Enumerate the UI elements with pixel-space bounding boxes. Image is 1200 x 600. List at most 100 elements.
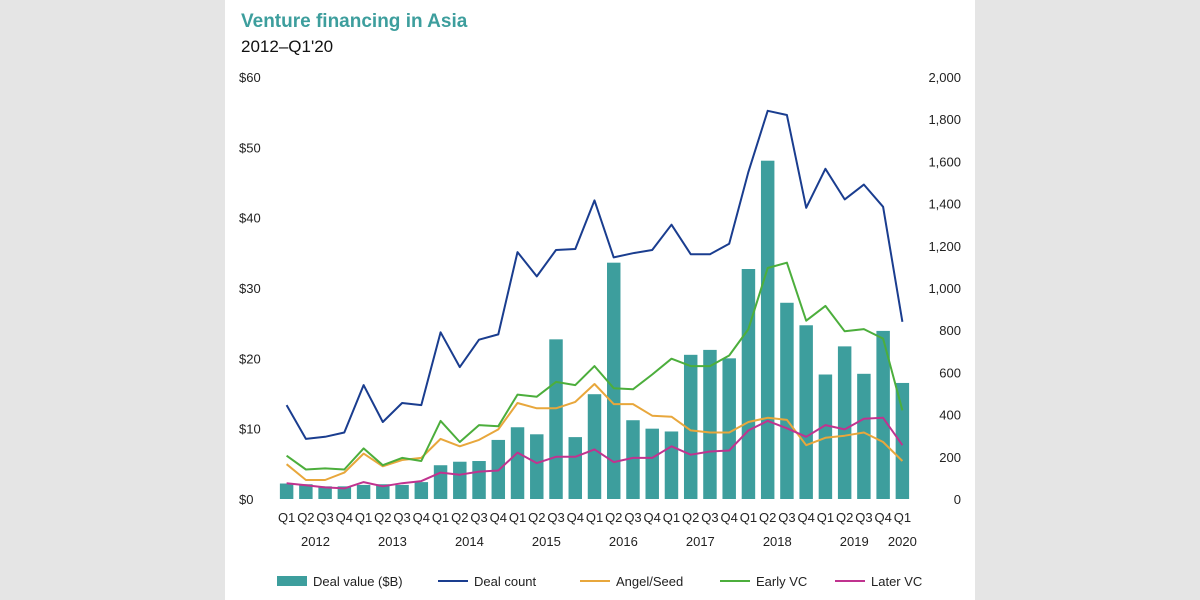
deal-count-line: [285, 109, 904, 440]
right-tick-label: 1,200: [928, 239, 961, 254]
year-label: 2017: [686, 534, 715, 549]
x-tick-label: Q3: [393, 510, 410, 525]
x-axis: Q1 Q2 Q3 Q4 Q1 Q2 Q3 Q4 Q1 Q2 Q3 Q4 Q1 Q2 Q3 Q4 Q1 Q2 Q3 Q4…: [278, 510, 911, 525]
right-tick-label: 800: [939, 323, 961, 338]
legend-label-angel-seed: Angel/Seed: [616, 574, 683, 589]
x-tick-label: Q4: [874, 510, 891, 525]
left-tick-label: $50: [239, 140, 261, 155]
left-tick-label: $20: [239, 351, 261, 366]
deal-value-bar: [760, 160, 775, 500]
deal-value-bar: [530, 434, 544, 499]
right-tick-label: 1,000: [928, 281, 961, 296]
x-tick-label: Q1: [586, 510, 603, 525]
right-tick-label: 400: [939, 408, 961, 423]
x-tick-label: Q3: [470, 510, 487, 525]
deal-value-bar: [337, 486, 352, 499]
x-tick-label: Q1: [894, 510, 911, 525]
year-label: 2020: [888, 534, 917, 549]
line-series: [285, 109, 904, 490]
left-axis: $0 $10 $20 $30 $40 $50 $60: [239, 70, 261, 507]
right-tick-label: 0: [954, 492, 961, 507]
year-label: 2019: [840, 534, 869, 549]
x-tick-label: Q3: [547, 510, 564, 525]
early-vc-line: [286, 261, 904, 471]
deal-value-bar: [433, 465, 448, 499]
deal-value-bar: [279, 483, 294, 499]
deal-value-bar: [799, 325, 813, 499]
left-tick-label: $40: [239, 211, 261, 226]
deal-value-bar: [549, 339, 563, 499]
x-tick-label: Q4: [336, 510, 353, 525]
x-tick-label: Q2: [836, 510, 853, 525]
year-label: 2016: [609, 534, 638, 549]
left-tick-label: $30: [239, 281, 261, 296]
year-label: 2014: [455, 534, 484, 549]
left-tick-label: $0: [239, 492, 253, 507]
x-tick-label: Q4: [721, 510, 738, 525]
year-label: 2012: [301, 534, 330, 549]
deal-value-bar: [472, 461, 486, 499]
right-tick-label: 2,000: [928, 70, 961, 85]
x-tick-label: Q3: [316, 510, 333, 525]
x-tick-label: Q3: [624, 510, 641, 525]
x-tick-label: Q1: [817, 510, 834, 525]
chart-title: Venture financing in Asia: [241, 11, 468, 32]
legend-label-early-vc: Early VC: [756, 574, 807, 589]
x-tick-label: Q2: [451, 510, 468, 525]
x-tick-label: Q4: [490, 510, 507, 525]
right-tick-label: 1,600: [928, 154, 961, 169]
year-label: 2013: [378, 534, 407, 549]
deal-value-bar: [453, 461, 467, 499]
legend-label-deal-count: Deal count: [474, 574, 537, 589]
x-tick-label: Q2: [605, 510, 622, 525]
x-tick-label: Q1: [740, 510, 757, 525]
angel-seed-line: [285, 383, 904, 481]
right-axis: 0 200 400 600 800 1,000 1,200 1,400 1,600 1,800 2,…: [928, 70, 961, 507]
deal-value-bar: [837, 346, 852, 499]
right-tick-label: 1,400: [928, 197, 961, 212]
chart-subtitle: 2012–Q1'20: [241, 37, 333, 56]
deal-value-bar: [510, 427, 525, 499]
deal-value-bar: [722, 358, 736, 499]
deal-value-bar: [857, 373, 871, 499]
deal-value-bar: [683, 354, 698, 499]
legend-swatch-deal-value-b: [277, 576, 307, 586]
deal-value-bar: [895, 382, 910, 499]
x-tick-label: Q4: [567, 510, 584, 525]
deal-value-bar: [818, 374, 833, 499]
x-tick-label: Q2: [374, 510, 391, 525]
x-tick-label: Q4: [644, 510, 661, 525]
x-tick-label: Q4: [413, 510, 430, 525]
left-tick-label: $10: [239, 422, 261, 437]
deal-value-bar: [299, 484, 313, 499]
x-tick-label: Q3: [701, 510, 718, 525]
deal-value-bar: [587, 394, 602, 499]
deal-value-bar: [376, 484, 390, 499]
x-tick-label: Q1: [663, 510, 680, 525]
later-vc-line: [286, 416, 904, 490]
deal-value-bar: [395, 484, 409, 499]
left-tick-label: $60: [239, 70, 261, 85]
deal-value-bar: [664, 431, 679, 499]
right-tick-label: 600: [939, 365, 961, 380]
x-tick-label: Q1: [278, 510, 295, 525]
deal-value-bar: [318, 486, 332, 499]
chart-svg: Venture financing in Asia 2012–Q1'20 $0$…: [239, 11, 961, 589]
x-tick-label: Q2: [297, 510, 314, 525]
deal-value-bar: [876, 330, 890, 499]
deal-value-bar: [645, 428, 659, 499]
deal-value-bar: [568, 437, 582, 499]
legend-label-deal-value-b: Deal value ($B): [313, 574, 403, 589]
right-tick-label: 200: [939, 450, 961, 465]
deal-value-bar: [780, 302, 794, 499]
x-tick-label: Q2: [528, 510, 545, 525]
deal-value-bar: [626, 420, 640, 499]
legend-label-later-vc: Later VC: [871, 574, 922, 589]
legend: Deal value ($B) Deal count Angel/Seed Early…: [277, 574, 922, 589]
year-labels: 2012 2013 2014 2015 2016 2017 2018 2019 2020: [301, 534, 917, 549]
deal-value-bar: [356, 484, 371, 499]
x-tick-label: Q2: [682, 510, 699, 525]
deal-value-bar: [607, 262, 621, 499]
right-tick-label: 1,800: [928, 112, 961, 127]
x-tick-label: Q3: [855, 510, 872, 525]
